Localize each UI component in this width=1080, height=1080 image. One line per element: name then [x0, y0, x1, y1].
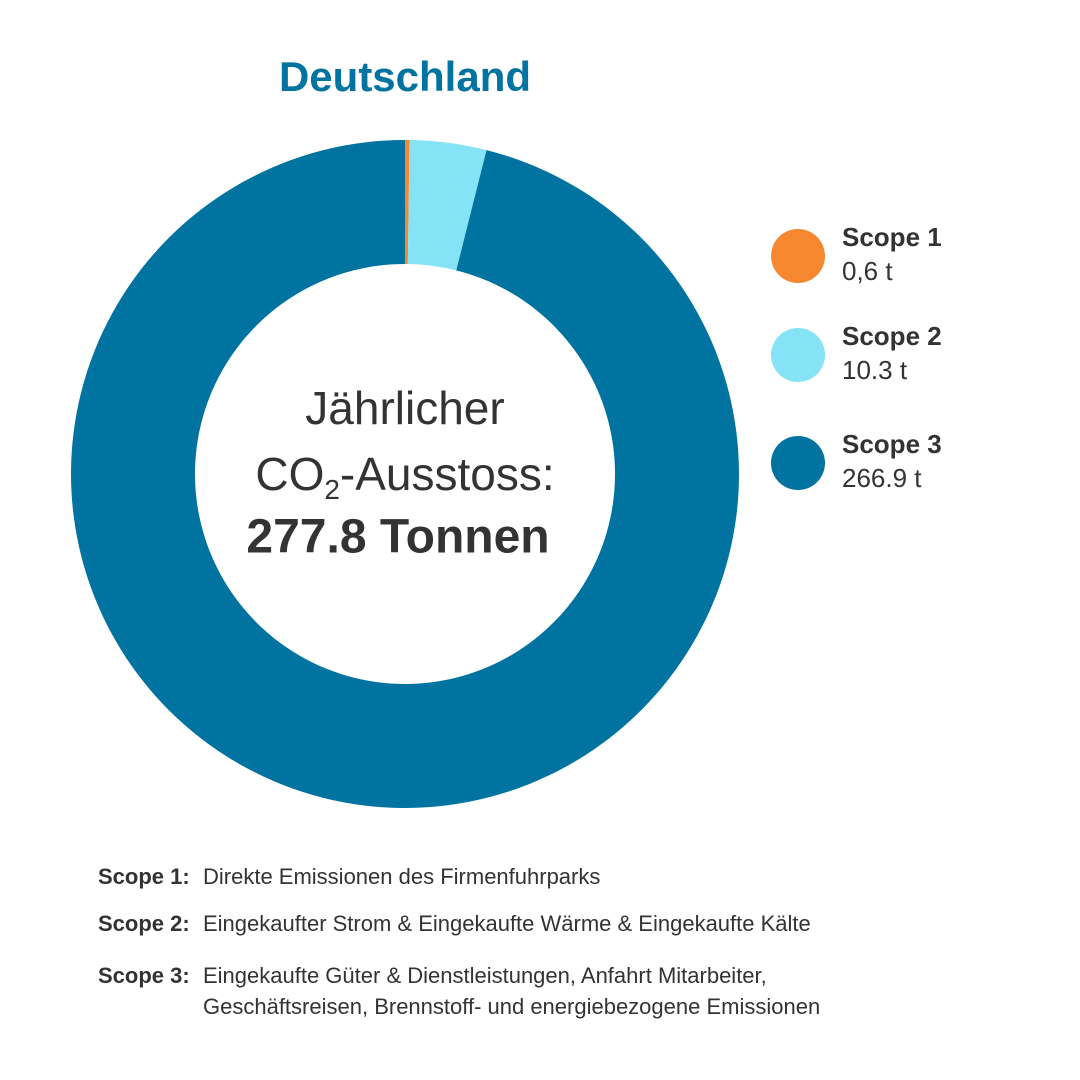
legend-swatch [771, 328, 825, 382]
note-text: Eingekaufte Güter & Dienstleistungen, An… [203, 963, 767, 988]
note-text: Eingekaufter Strom & Eingekaufte Wärme &… [203, 911, 811, 936]
legend-label: Scope 1 [842, 222, 942, 252]
legend-value: 266.9 t [842, 463, 922, 493]
center-text: -Ausstoss: [340, 448, 555, 500]
legend-label: Scope 2 [842, 321, 942, 351]
center-line: Jährlicher [305, 382, 504, 434]
note-text: Direkte Emissionen des Firmenfuhrparks [203, 864, 600, 889]
legend-label: Scope 3 [842, 429, 942, 459]
legend-swatch [771, 229, 825, 283]
slice [407, 140, 487, 271]
center-total: 277.8 Tonnen [246, 511, 549, 564]
slice [405, 140, 410, 265]
slice [70, 140, 740, 809]
legend-swatch [771, 436, 825, 490]
legend-value: 10.3 t [842, 355, 908, 385]
note-term: Scope 3: [98, 963, 190, 988]
legend-value: 0,6 t [842, 256, 893, 286]
note-term: Scope 1: [98, 864, 190, 889]
center-line: CO2-Ausstoss: [255, 448, 554, 505]
donut [70, 140, 740, 809]
note-term: Scope 2: [98, 911, 190, 936]
note-text: Geschäftsreisen, Brennstoff- und energie… [203, 994, 820, 1019]
center-text: CO [255, 448, 324, 500]
chart-title: Deutschland [279, 53, 531, 100]
center-subscript: 2 [324, 474, 340, 505]
